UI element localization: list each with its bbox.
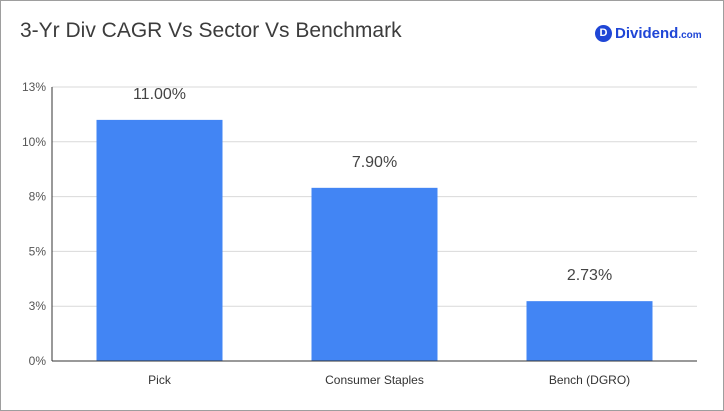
dividend-logo-badge: D xyxy=(595,24,612,42)
y-tick-label: 3% xyxy=(29,299,47,313)
y-tick-label: 0% xyxy=(29,354,47,368)
x-category-label: Consumer Staples xyxy=(325,373,424,387)
y-tick-label: 10% xyxy=(22,135,46,149)
bar xyxy=(526,301,653,361)
dividend-logo-name: Dividend xyxy=(615,24,679,42)
data-label: 2.73% xyxy=(567,267,612,284)
x-category-label: Bench (DGRO) xyxy=(549,373,630,387)
data-label: 7.90% xyxy=(352,154,397,171)
y-tick-label: 5% xyxy=(29,244,47,258)
dividend-logo: D Dividend .com xyxy=(595,23,702,43)
bar xyxy=(311,187,438,361)
bar xyxy=(96,119,223,361)
dividend-logo-tld: .com xyxy=(678,29,702,41)
data-label: 11.00% xyxy=(133,86,186,103)
chart-title: 3-Yr Div CAGR Vs Sector Vs Benchmark xyxy=(20,19,402,42)
y-tick-label: 8% xyxy=(29,190,47,204)
y-tick-label: 13% xyxy=(22,80,46,94)
x-category-label: Pick xyxy=(148,373,172,387)
